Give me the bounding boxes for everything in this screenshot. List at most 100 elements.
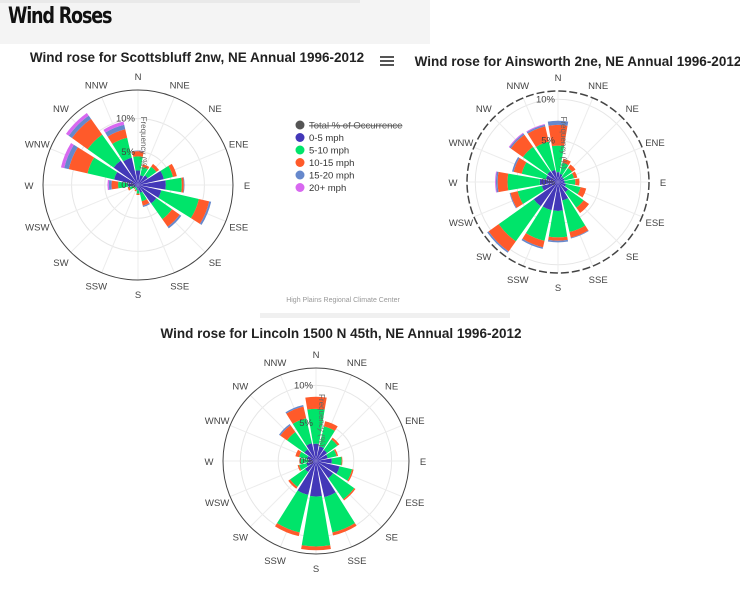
bar-ENE-5-10-mph	[326, 449, 337, 459]
bar-NNE-10-15-mph	[142, 164, 150, 170]
direction-label: NW	[53, 104, 69, 115]
legend-item[interactable]: 0-5 mph	[295, 133, 344, 144]
bar-W-10-15-mph	[497, 171, 509, 193]
bar-WNW-5-10-mph	[521, 162, 548, 180]
bar-WSW-0-5-mph	[306, 461, 316, 467]
bar-S-0-5-mph	[553, 182, 563, 211]
radial-tick-label: 5%	[121, 147, 135, 158]
direction-label: SW	[233, 533, 248, 544]
legend-label: 10-15 mph	[309, 158, 354, 169]
bar-W-10-15-mph	[111, 180, 119, 190]
bar-SSE-5-10-mph	[324, 492, 355, 533]
bar-NNE-5-10-mph	[559, 162, 569, 175]
bar-N-10-15-mph	[548, 124, 568, 147]
radial-axis-title: Frequency (%)	[317, 394, 326, 447]
legend-marker	[295, 183, 305, 192]
bar-ENE-0-5-mph	[316, 454, 328, 461]
bar-WNW-10-15-mph	[295, 449, 302, 458]
bar-S-10-15-mph	[136, 193, 140, 195]
bar-SSE-0-5-mph	[558, 182, 569, 201]
radial-tick-label: 5%	[541, 136, 555, 147]
bar-E-15-20-mph	[183, 177, 185, 193]
bar-NE-5-10-mph	[144, 166, 157, 179]
legend-item[interactable]: 20+ mph	[295, 183, 347, 194]
direction-label: ESE	[229, 223, 248, 234]
bar-NW-20-mph	[65, 112, 89, 136]
bar-W-0-5-mph	[308, 459, 316, 463]
bar-NW-0-5-mph	[547, 171, 558, 182]
bar-NNW-15-20-mph	[105, 124, 126, 137]
bar-SE-0-5-mph	[558, 182, 569, 193]
direction-label: NE	[626, 104, 639, 115]
bar-SW-15-20-mph	[487, 231, 509, 253]
bar-SSW-0-5-mph	[136, 185, 138, 189]
bar-WSW-0-5-mph	[133, 185, 138, 188]
radial-axis-title: Frequency (%)	[559, 116, 568, 169]
bar-NNE-5-10-mph	[319, 426, 335, 449]
bar-NNW-0-5-mph	[551, 169, 558, 182]
legend-label: 15-20 mph	[309, 171, 354, 182]
bar-SSW-5-10-mph	[135, 187, 138, 191]
bar-W-20-mph	[107, 179, 110, 191]
header-strip	[0, 0, 360, 3]
chart-title: Wind rose for Scottsbluff 2nw, NE Annual…	[30, 50, 364, 65]
bar-NNW-20-mph	[526, 123, 545, 133]
bar-E-0-5-mph	[558, 180, 565, 184]
direction-label: SE	[626, 252, 639, 263]
bar-SE-0-5-mph	[138, 185, 157, 204]
bar-E-10-15-mph	[575, 178, 580, 186]
bar-ENE-10-15-mph	[168, 163, 177, 177]
bar-S-5-10-mph	[136, 190, 140, 194]
bar-NNW-10-15-mph	[286, 406, 307, 424]
wind-rose-0: Wind rose for Scottsbluff 2nw, NE Annual…	[25, 50, 365, 301]
direction-label: WSW	[25, 223, 49, 234]
legend-item[interactable]: 10-15 mph	[295, 158, 355, 169]
legend-item[interactable]: 5-10 mph	[295, 145, 350, 157]
wind-rose-2: Wind rose for Lincoln 1500 N 45th, NE An…	[161, 326, 522, 575]
bar-SE-10-15-mph	[576, 200, 590, 214]
legend-marker	[295, 133, 305, 142]
bar-SW-0-5-mph	[304, 461, 316, 473]
legend-label: Total % of Occurrence	[309, 121, 402, 132]
direction-label: S	[135, 290, 141, 301]
direction-label: W	[449, 178, 458, 189]
direction-label: SSE	[347, 556, 366, 567]
bar-ESE-10-15-mph	[190, 198, 210, 224]
bar-NNW-20-mph	[103, 121, 125, 133]
direction-label: E	[244, 181, 250, 192]
bar-NW-20-mph	[508, 132, 524, 148]
chart-title: Wind rose for Ainsworth 2ne, NE Annual 1…	[415, 54, 740, 69]
hamburger-menu-icon[interactable]	[380, 54, 394, 68]
legend-item[interactable]: Total % of Occurrence	[295, 120, 403, 132]
legend-marker	[295, 170, 305, 180]
bar-W-5-10-mph	[118, 181, 129, 189]
direction-label: ENE	[405, 416, 425, 427]
scrollbar[interactable]	[260, 313, 510, 318]
direction-label: SSW	[85, 282, 107, 293]
grid-spoke	[101, 184, 139, 273]
direction-label: NNW	[85, 80, 108, 91]
legend-label: 0-5 mph	[309, 133, 344, 144]
bar-NE-0-5-mph	[138, 175, 148, 185]
legend-item[interactable]: 15-20 mph	[295, 170, 355, 182]
bar-SE-15-20-mph	[167, 214, 182, 229]
direction-label: WNW	[25, 139, 50, 150]
bar-W-15-20-mph	[108, 180, 112, 190]
bar-ESE-10-15-mph	[577, 187, 587, 198]
bar-SSW-0-5-mph	[542, 182, 558, 211]
direction-label: NE	[208, 104, 221, 115]
bar-NE-10-15-mph	[331, 437, 340, 446]
bar-ESE-10-15-mph	[347, 469, 354, 482]
bar-WSW-0-5-mph	[541, 182, 558, 191]
bar-S-0-5-mph	[310, 461, 322, 497]
bar-NE-0-5-mph	[558, 176, 564, 182]
bar-E-0-5-mph	[138, 180, 166, 190]
bar-WSW-5-10-mph	[299, 463, 308, 471]
bar-ENE-0-5-mph	[558, 178, 565, 182]
bar-WSW-15-20-mph	[509, 192, 517, 209]
radial-tick-label: 0%	[121, 180, 135, 191]
direction-label: NNW	[264, 358, 287, 369]
direction-label: WSW	[205, 498, 229, 509]
bar-WSW-5-10-mph	[129, 186, 135, 190]
bar-SW-10-15-mph	[288, 479, 298, 489]
